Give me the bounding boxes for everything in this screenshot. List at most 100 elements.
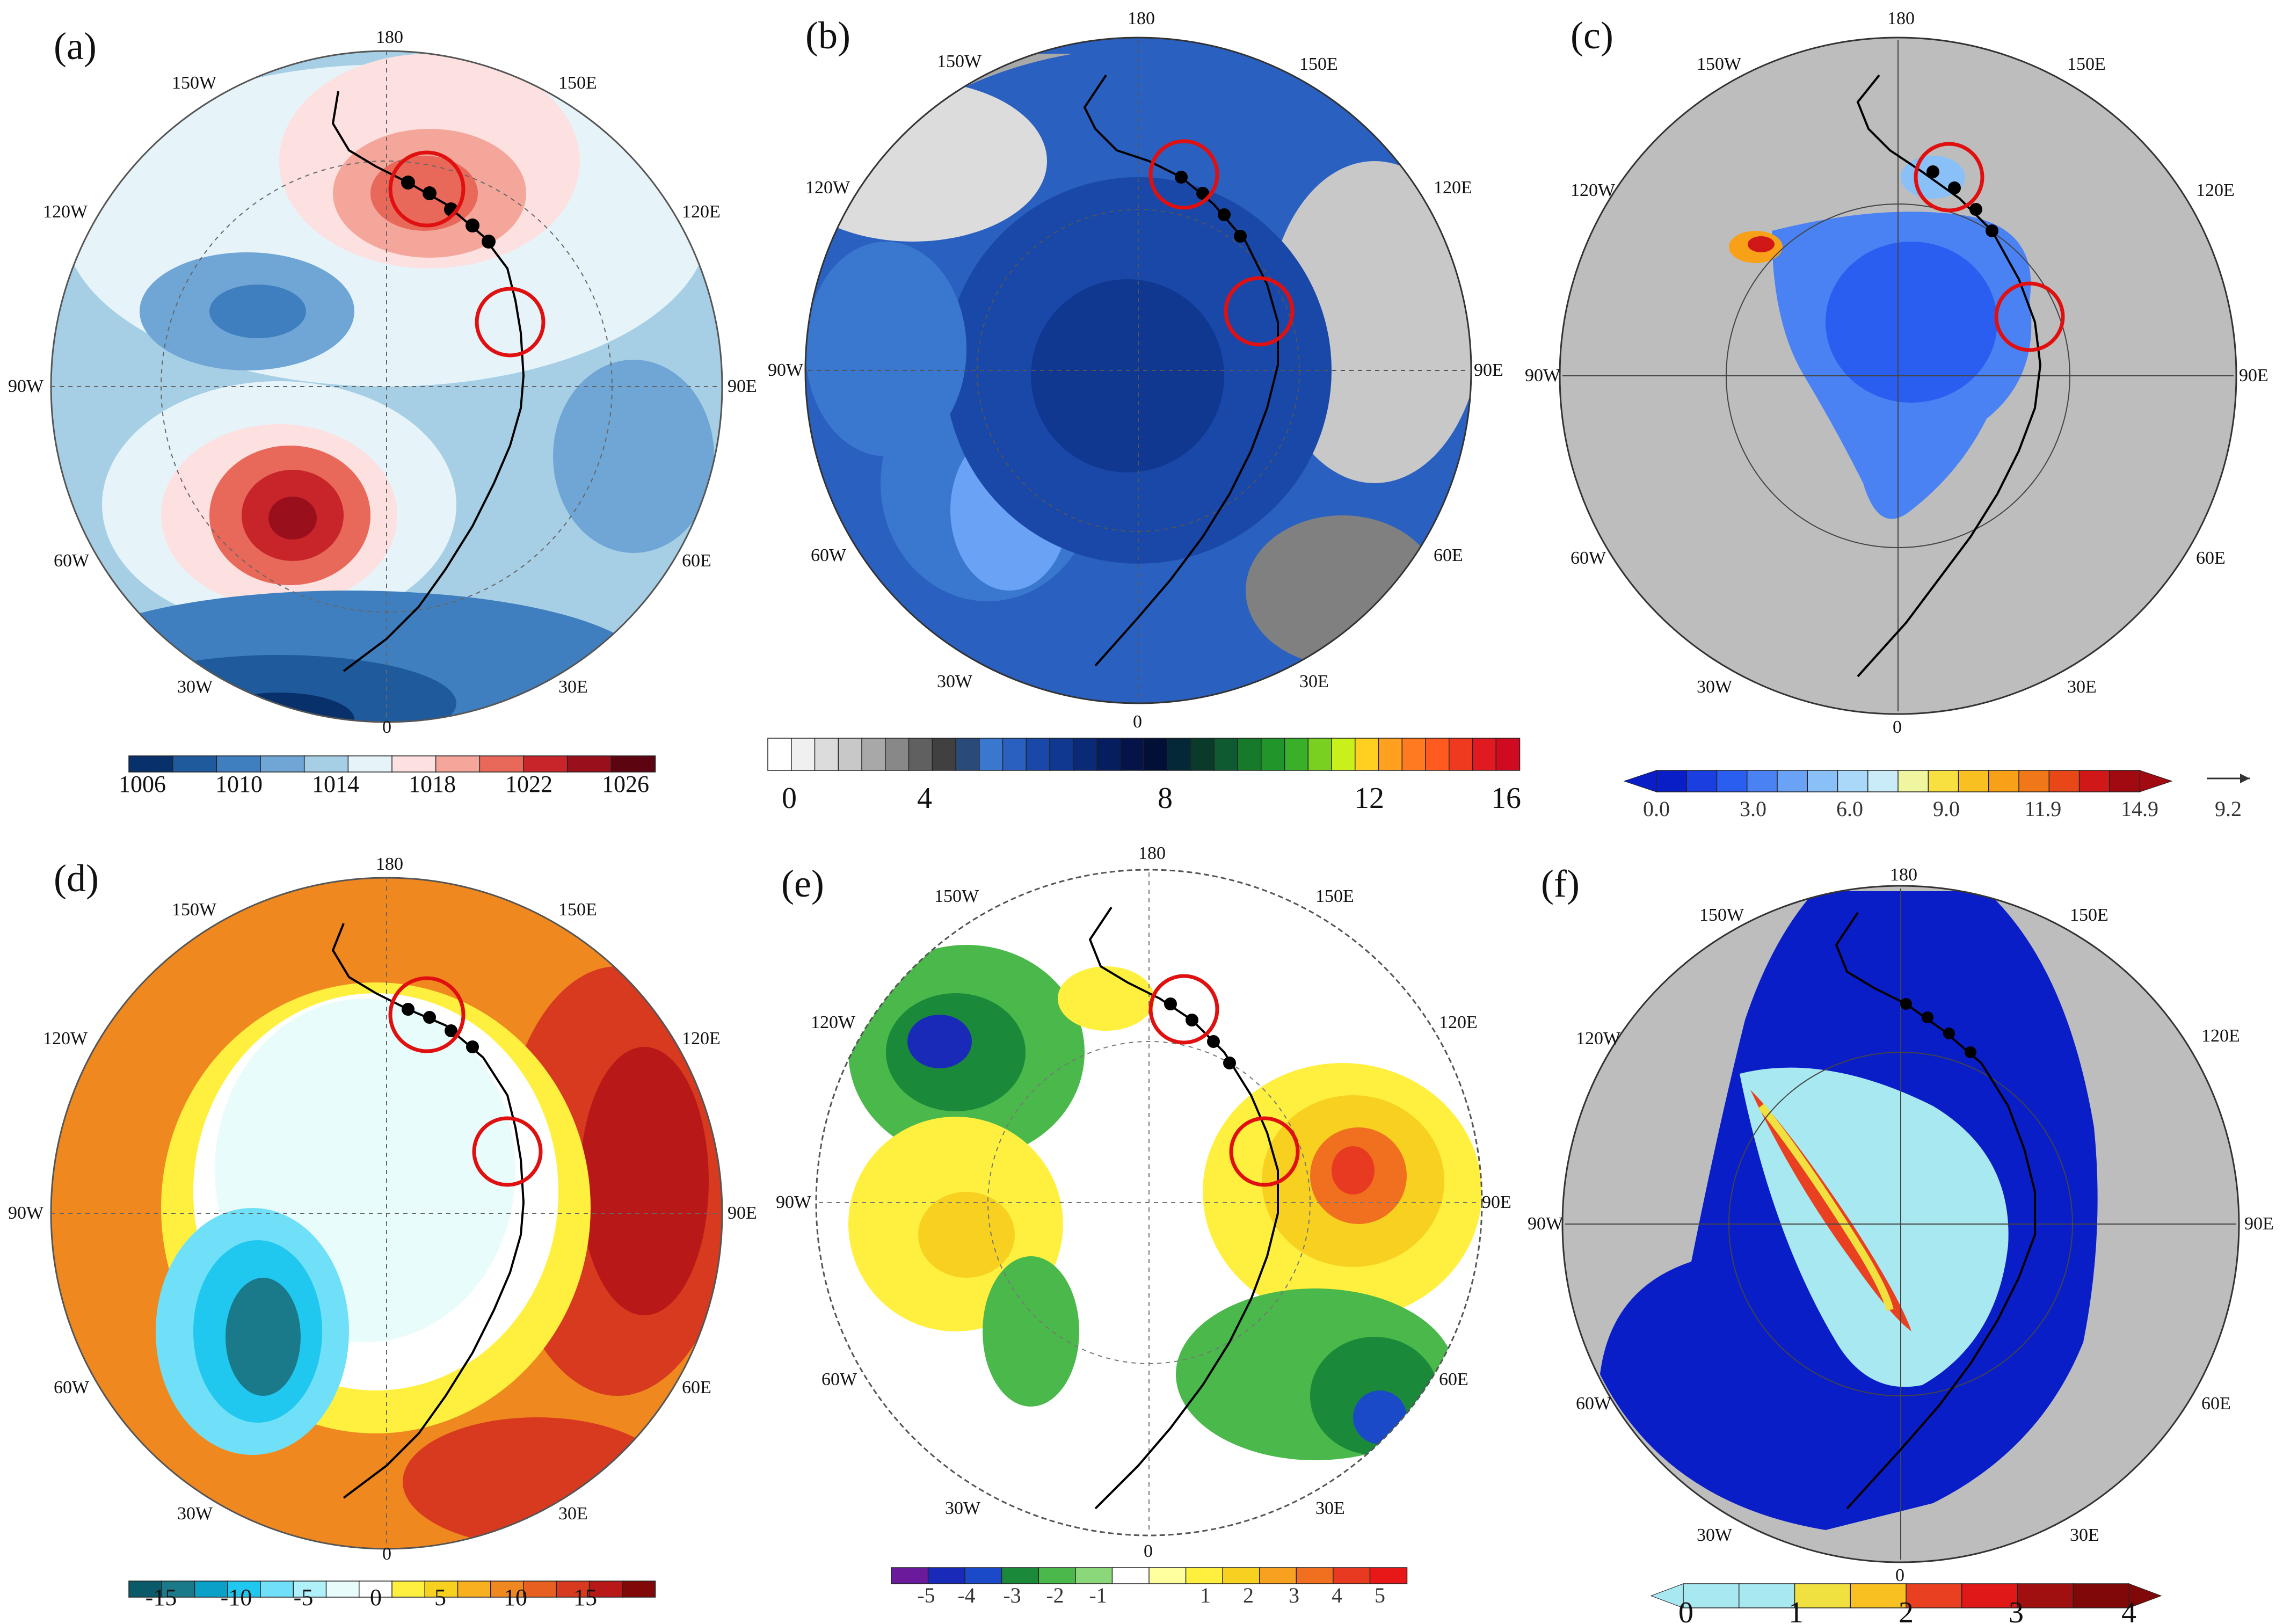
svg-text:30E: 30E bbox=[2070, 1525, 2099, 1545]
svg-text:120E: 120E bbox=[2201, 1026, 2240, 1046]
panel-a: (a) 180 150E 120E 90E 60E 30E 0 30W 60W … bbox=[8, 25, 757, 797]
colorbar-swatch bbox=[457, 1581, 491, 1598]
panel-b: (b) 180 150E 120E 90E 60E 30E 0 30W 60W … bbox=[767, 9, 1521, 815]
svg-text:30W: 30W bbox=[1697, 1525, 1733, 1545]
panel-d-colorbar bbox=[128, 1581, 656, 1598]
svg-text:150E: 150E bbox=[558, 73, 597, 93]
colorbar-swatch bbox=[1222, 1567, 1260, 1584]
panel-b-lon-labels: 180 150E 120E 90E 60E 30E 0 30W 60W 90W … bbox=[768, 9, 1503, 732]
svg-text:3.0: 3.0 bbox=[1740, 797, 1766, 821]
colorbar-swatch bbox=[1307, 738, 1333, 771]
svg-text:30E: 30E bbox=[558, 677, 588, 697]
colorbar-swatch bbox=[1369, 1567, 1408, 1584]
svg-text:30E: 30E bbox=[1315, 1498, 1345, 1518]
colorbar-min-arrow bbox=[1650, 1583, 1684, 1608]
colorbar-swatch bbox=[1049, 738, 1074, 771]
svg-text:120E: 120E bbox=[682, 202, 721, 222]
svg-text:1022: 1022 bbox=[505, 771, 552, 797]
svg-text:14.9: 14.9 bbox=[2121, 797, 2158, 821]
svg-text:0: 0 bbox=[1895, 1565, 1904, 1585]
svg-text:-2: -2 bbox=[1046, 1583, 1064, 1607]
svg-text:1026: 1026 bbox=[602, 771, 649, 797]
svg-text:150W: 150W bbox=[937, 52, 982, 71]
panel-b-highlight-1 bbox=[1148, 139, 1219, 210]
svg-text:120E: 120E bbox=[1439, 1013, 1478, 1032]
panel-c-colorbar-ticks: 0.0 3.0 6.0 9.0 11.9 14.9 bbox=[1643, 797, 2158, 821]
colorbar-swatch bbox=[1716, 770, 1748, 792]
svg-text:120W: 120W bbox=[805, 178, 850, 198]
colorbar-swatch bbox=[1296, 1567, 1334, 1584]
svg-text:180: 180 bbox=[376, 854, 403, 874]
svg-text:30W: 30W bbox=[1697, 677, 1733, 697]
colorbar-swatch bbox=[359, 1581, 393, 1598]
svg-text:-5: -5 bbox=[294, 1584, 314, 1611]
panel-a-highlight-1 bbox=[388, 150, 466, 228]
colorbar-swatch bbox=[1213, 738, 1239, 771]
svg-text:-1: -1 bbox=[1089, 1583, 1107, 1607]
svg-text:30W: 30W bbox=[177, 677, 213, 697]
svg-text:0: 0 bbox=[1133, 712, 1142, 732]
svg-text:120E: 120E bbox=[682, 1029, 721, 1048]
svg-text:60E: 60E bbox=[682, 551, 711, 571]
panel-d-field bbox=[51, 878, 722, 1549]
svg-text:150W: 150W bbox=[172, 73, 217, 93]
svg-text:90W: 90W bbox=[8, 376, 44, 396]
panel-e-lon-labels: 180 150E 120E 90E 60E 30E 0 30W 60W 90W … bbox=[776, 843, 1511, 1561]
svg-text:180: 180 bbox=[1128, 9, 1155, 28]
colorbar-swatch bbox=[1001, 1567, 1039, 1584]
svg-text:16: 16 bbox=[1491, 782, 1521, 815]
svg-text:90W: 90W bbox=[1525, 366, 1561, 385]
svg-text:150W: 150W bbox=[172, 900, 217, 920]
svg-text:30W: 30W bbox=[945, 1498, 981, 1518]
panel-c-lon-labels: 180 150E 120E 90E 60E 30E 0 30W 60W 90W … bbox=[1525, 9, 2269, 737]
colorbar-swatch bbox=[1683, 1583, 1740, 1608]
panel-f-lon-labels: 180 150E 120E 90E 60E 30E 0 30W 60W 90W … bbox=[1528, 865, 2274, 1585]
colorbar-swatch bbox=[1777, 770, 1808, 792]
colorbar-swatch bbox=[1185, 1567, 1224, 1584]
svg-text:150W: 150W bbox=[934, 886, 979, 906]
colorbar-max-arrow bbox=[2128, 1583, 2162, 1608]
svg-text:60E: 60E bbox=[2201, 1394, 2231, 1414]
svg-text:150E: 150E bbox=[558, 900, 597, 920]
svg-text:5: 5 bbox=[1375, 1583, 1385, 1607]
panel-c: (c) 180 150E 120E 90E 60E 30E 0 30W 60W … bbox=[1525, 9, 2269, 821]
panel-f-colorbar bbox=[1650, 1583, 2162, 1608]
colorbar-swatch bbox=[303, 755, 349, 773]
panel-a-highlight-2 bbox=[475, 287, 546, 358]
svg-text:10: 10 bbox=[504, 1584, 527, 1611]
colorbar-swatch bbox=[1096, 738, 1121, 771]
svg-text:180: 180 bbox=[1890, 865, 1917, 885]
colorbar-swatch bbox=[435, 755, 481, 773]
svg-text:0: 0 bbox=[1893, 717, 1902, 737]
svg-text:150E: 150E bbox=[1299, 54, 1338, 74]
colorbar-swatch bbox=[1449, 738, 1473, 771]
colorbar-swatch bbox=[814, 738, 839, 771]
panel-c-label: (c) bbox=[1571, 14, 1613, 57]
colorbar-swatch bbox=[479, 755, 525, 773]
svg-text:0: 0 bbox=[370, 1584, 382, 1611]
panel-e-frame bbox=[815, 869, 1483, 1536]
panel-d-lon-labels: 180 150E 120E 90E 60E 30E 0 30W 60W 90W … bbox=[8, 854, 757, 1564]
panel-f-label: (f) bbox=[1541, 862, 1580, 905]
colorbar-swatch bbox=[1038, 1567, 1077, 1584]
colorbar-swatch bbox=[227, 1581, 261, 1598]
svg-text:0.0: 0.0 bbox=[1643, 797, 1670, 821]
svg-text:0: 0 bbox=[382, 717, 391, 737]
colorbar-swatch bbox=[1148, 1567, 1187, 1584]
panel-a-colorbar-ticks: 1006 1010 1014 1018 1022 1026 bbox=[119, 771, 649, 797]
colorbar-swatch bbox=[1906, 1583, 1962, 1608]
svg-text:30W: 30W bbox=[177, 1504, 213, 1524]
svg-text:0: 0 bbox=[382, 1544, 391, 1564]
panel-c-colorbar bbox=[1623, 770, 2173, 792]
panel-c-vector-reference: 9.2 bbox=[2207, 774, 2250, 821]
svg-text:150E: 150E bbox=[2070, 905, 2108, 925]
panel-a-label: (a) bbox=[54, 25, 97, 68]
panel-d-label: (d) bbox=[54, 857, 99, 900]
colorbar-swatch bbox=[1686, 770, 1718, 792]
svg-text:60E: 60E bbox=[682, 1378, 711, 1397]
svg-text:1014: 1014 bbox=[312, 771, 359, 797]
svg-text:60E: 60E bbox=[1439, 1370, 1468, 1389]
colorbar-swatch bbox=[1656, 770, 1688, 792]
colorbar-min-arrow bbox=[1623, 770, 1657, 792]
svg-text:0: 0 bbox=[1144, 1541, 1153, 1561]
